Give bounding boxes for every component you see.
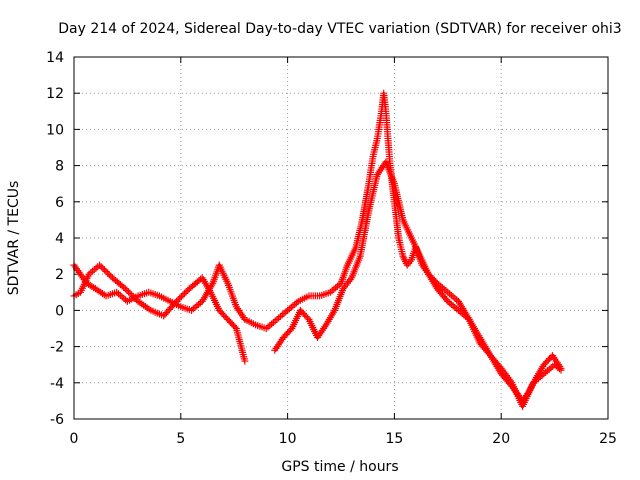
x-tick-label: 25: [599, 431, 617, 447]
data-point-trail: [120, 283, 128, 291]
data-point-trail: [102, 267, 110, 275]
data-point-trail: [179, 291, 187, 299]
data-point: [557, 366, 565, 374]
data-point-trail: [129, 293, 137, 301]
y-tick-label: 0: [55, 303, 64, 319]
y-axis-title: SDTVAR / TECUs: [6, 181, 22, 296]
y-tick-labels: -6 -4 -2 0 2 4 6 8 10 12 14: [46, 50, 64, 428]
y-tick-label: -4: [50, 376, 64, 392]
data-point-trail: [171, 299, 179, 307]
data-point-trail: [184, 286, 192, 294]
data-point-trail: [131, 294, 139, 302]
data-point-trail: [124, 288, 132, 296]
data-point-trail: [97, 263, 105, 271]
data-point-trail: [99, 264, 107, 272]
data-point: [121, 285, 129, 293]
y-tick-label: 6: [55, 195, 64, 211]
grid: [74, 57, 608, 419]
data-point-trail: [104, 269, 112, 277]
data-point: [96, 261, 104, 269]
y-tick-label: 14: [46, 50, 64, 66]
data-point-trail: [555, 365, 563, 373]
chart-title: Day 214 of 2024, Sidereal Day-to-day VTE…: [58, 21, 621, 37]
x-axis-title: GPS time / hours: [281, 459, 398, 475]
plot-frame: [73, 56, 609, 420]
data-point-trail: [126, 289, 134, 297]
axis-ticks: [73, 56, 609, 420]
data-point-trail: [123, 286, 131, 294]
data-point-trail: [304, 314, 312, 322]
data-point-trail: [100, 266, 108, 274]
data-point-trail: [107, 272, 115, 280]
data-point-trail: [176, 294, 184, 302]
y-tick-label: 2: [55, 267, 64, 283]
data-point-trail: [231, 323, 239, 331]
data-point-trail: [177, 293, 185, 301]
series-SDTVAR: [70, 89, 565, 405]
x-tick-labels: 0 5 10 15 20 25: [70, 431, 617, 447]
x-tick-label: 15: [385, 431, 403, 447]
data-point-trail: [181, 289, 189, 297]
x-tick-label: 0: [70, 431, 79, 447]
x-tick-label: 20: [492, 431, 510, 447]
data-point-trail: [128, 291, 136, 299]
y-tick-label: -6: [50, 412, 64, 428]
y-tick-label: 10: [46, 122, 64, 138]
data-point-trail: [182, 288, 190, 296]
data-point: [173, 297, 181, 305]
data-point: [241, 357, 249, 365]
data-point-trail: [174, 296, 182, 304]
data-point-trail: [286, 326, 294, 334]
y-tick-label: 8: [55, 159, 64, 175]
series-SDTVAR-2: [70, 158, 565, 410]
y-tick-label: 4: [55, 231, 64, 247]
data-point-trail: [442, 296, 450, 304]
x-tick-label: 5: [176, 431, 185, 447]
y-tick-label: -2: [50, 340, 64, 356]
data-point-trail: [105, 271, 113, 279]
y-tick-label: 12: [46, 86, 64, 102]
data-series: [70, 89, 565, 410]
x-tick-label: 10: [279, 431, 297, 447]
